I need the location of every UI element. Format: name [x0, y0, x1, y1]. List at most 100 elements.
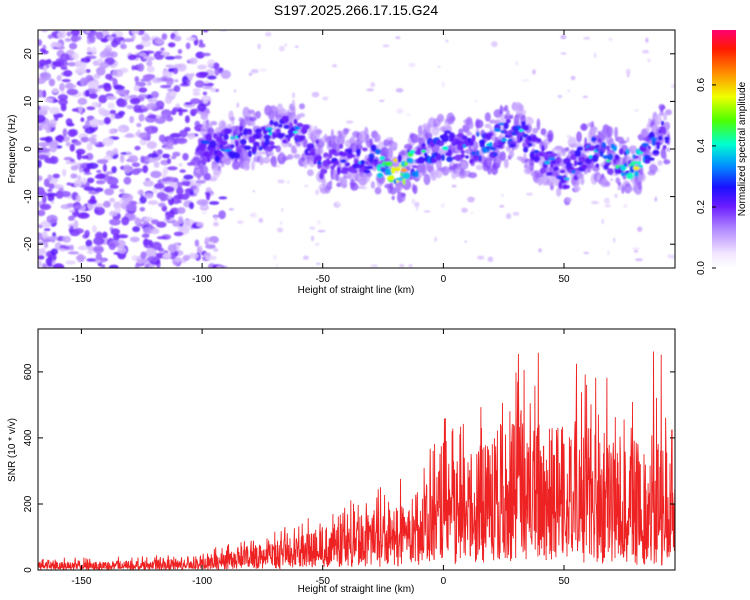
- snr-panel: -150 -100 -50 0 50 0 200 400 600 Height of stra…: [7, 328, 676, 595]
- heatmap-peak-blob: [605, 159, 611, 163]
- heatmap-halo-blob: [211, 121, 218, 126]
- heatmap-noise-blob: [190, 73, 195, 77]
- heatmap-speckle: [275, 264, 279, 267]
- heatmap-halo-blob: [663, 159, 671, 165]
- y-tick-label: 0: [23, 146, 34, 152]
- heatmap-noise-blob: [110, 228, 121, 236]
- heatmap-halo-blob: [217, 165, 222, 171]
- heatmap-noise-blob: [176, 187, 184, 195]
- heatmap-noise-blob: [139, 195, 147, 204]
- heatmap-noise-blob: [123, 164, 132, 174]
- heatmap-noise-blob: [86, 258, 97, 262]
- heatmap-noise-blob: [186, 79, 191, 83]
- heatmap-noise-blob: [172, 151, 181, 157]
- heatmap-noise-blob: [103, 84, 112, 92]
- heatmap-halo-blob: [659, 111, 665, 116]
- heatmap-signal-blob: [634, 170, 639, 178]
- heatmap-speckle: [322, 96, 329, 101]
- heatmap-signal-blob: [365, 161, 369, 165]
- heatmap-halo-blob: [255, 110, 261, 119]
- heatmap-noise-blob: [160, 52, 168, 56]
- heatmap-speckle: [434, 236, 437, 242]
- heatmap-noise-blob: [72, 52, 79, 60]
- heatmap-noise-blob: [161, 33, 168, 40]
- heatmap-noise-blob: [171, 109, 177, 116]
- heatmap-noise-blob: [133, 84, 140, 92]
- heatmap-halo-blob: [287, 154, 294, 160]
- heatmap-halo-blob: [435, 158, 442, 170]
- heatmap-speckle: [451, 184, 457, 188]
- heatmap-noise-blob: [208, 201, 220, 205]
- heatmap-noise-blob: [50, 156, 59, 165]
- heatmap-signal-blob: [315, 139, 319, 145]
- heatmap-noise-blob: [117, 127, 126, 132]
- heatmap-peak-blob: [202, 140, 211, 145]
- heatmap-halo-blob: [626, 186, 634, 192]
- heatmap-signal-blob: [379, 156, 386, 161]
- heatmap-signal-blob: [573, 159, 578, 167]
- heatmap-noise-blob: [140, 155, 145, 164]
- heatmap-noise-blob: [142, 137, 151, 141]
- heatmap-halo-blob: [532, 170, 541, 175]
- heatmap-signal-blob: [247, 128, 253, 135]
- heatmap-halo-blob: [466, 131, 473, 136]
- heatmap-signal-blob: [612, 145, 617, 152]
- heatmap-signal-blob: [505, 118, 511, 124]
- spectrogram-y-label: Frequency (Hz): [7, 115, 18, 184]
- heatmap-noise-blob: [80, 77, 89, 85]
- colorbar-tick-label: 0.4: [696, 139, 707, 153]
- heatmap-speckle: [287, 180, 290, 185]
- heatmap-signal-blob: [397, 154, 402, 163]
- snr-x-label: Height of straight line (km): [298, 584, 415, 595]
- heatmap-signal-blob: [649, 137, 658, 141]
- heatmap-noise-blob: [143, 238, 150, 246]
- heatmap-noise-blob: [65, 118, 73, 126]
- heatmap-signal-blob: [282, 139, 287, 144]
- heatmap-halo-blob: [281, 156, 289, 161]
- heatmap-halo-blob: [665, 109, 672, 116]
- heatmap-signal-blob: [263, 134, 272, 140]
- heatmap-signal-blob: [350, 169, 358, 174]
- heatmap-noise-blob: [118, 70, 124, 77]
- heatmap-signal-blob: [593, 137, 597, 141]
- heatmap-signal-blob: [559, 169, 566, 174]
- snr-x-ticks: -150 -100 -50 0 50: [71, 329, 570, 587]
- heatmap-noise-blob: [63, 70, 73, 77]
- heatmap-signal-blob: [411, 165, 418, 169]
- y-tick-label: -20: [23, 237, 34, 252]
- heatmap-signal-blob: [390, 166, 396, 174]
- heatmap-halo-blob: [487, 165, 492, 175]
- heatmap-signal-blob: [396, 177, 404, 181]
- heatmap-signal-blob: [508, 143, 517, 148]
- heatmap-signal-blob: [558, 182, 563, 190]
- heatmap-noise-blob: [38, 39, 43, 47]
- x-tick-label: 0: [441, 576, 447, 587]
- heatmap-signal-blob: [454, 140, 462, 146]
- heatmap-halo-blob: [508, 149, 514, 158]
- heatmap-signal-blob: [625, 148, 630, 155]
- heatmap-noise-blob: [70, 30, 80, 37]
- heatmap-noise-blob: [81, 155, 89, 159]
- heatmap-signal-blob: [247, 150, 252, 158]
- heatmap-signal-blob: [212, 133, 218, 139]
- heatmap-noise-blob: [207, 75, 217, 80]
- heatmap-noise-blob: [182, 153, 189, 161]
- heatmap-signal-blob: [595, 144, 600, 148]
- heatmap-halo-blob: [523, 153, 527, 159]
- heatmap-speckle: [441, 81, 445, 88]
- heatmap-noise-blob: [65, 260, 76, 265]
- heatmap-noise-blob: [205, 187, 212, 194]
- heatmap-halo-blob: [499, 104, 503, 117]
- heatmap-noise-blob: [204, 252, 212, 258]
- heatmap-noise-blob: [146, 256, 159, 262]
- heatmap-noise-blob: [69, 225, 74, 231]
- heatmap-noise-blob: [101, 38, 109, 43]
- heatmap-signal-blob: [201, 157, 207, 166]
- heatmap-speckle: [294, 45, 299, 48]
- colorbar-gradient: [712, 30, 736, 268]
- heatmap-noise-blob: [163, 135, 175, 143]
- heatmap-signal-blob: [323, 152, 329, 157]
- heatmap-signal-blob: [239, 132, 243, 137]
- heatmap-halo-blob: [590, 126, 598, 134]
